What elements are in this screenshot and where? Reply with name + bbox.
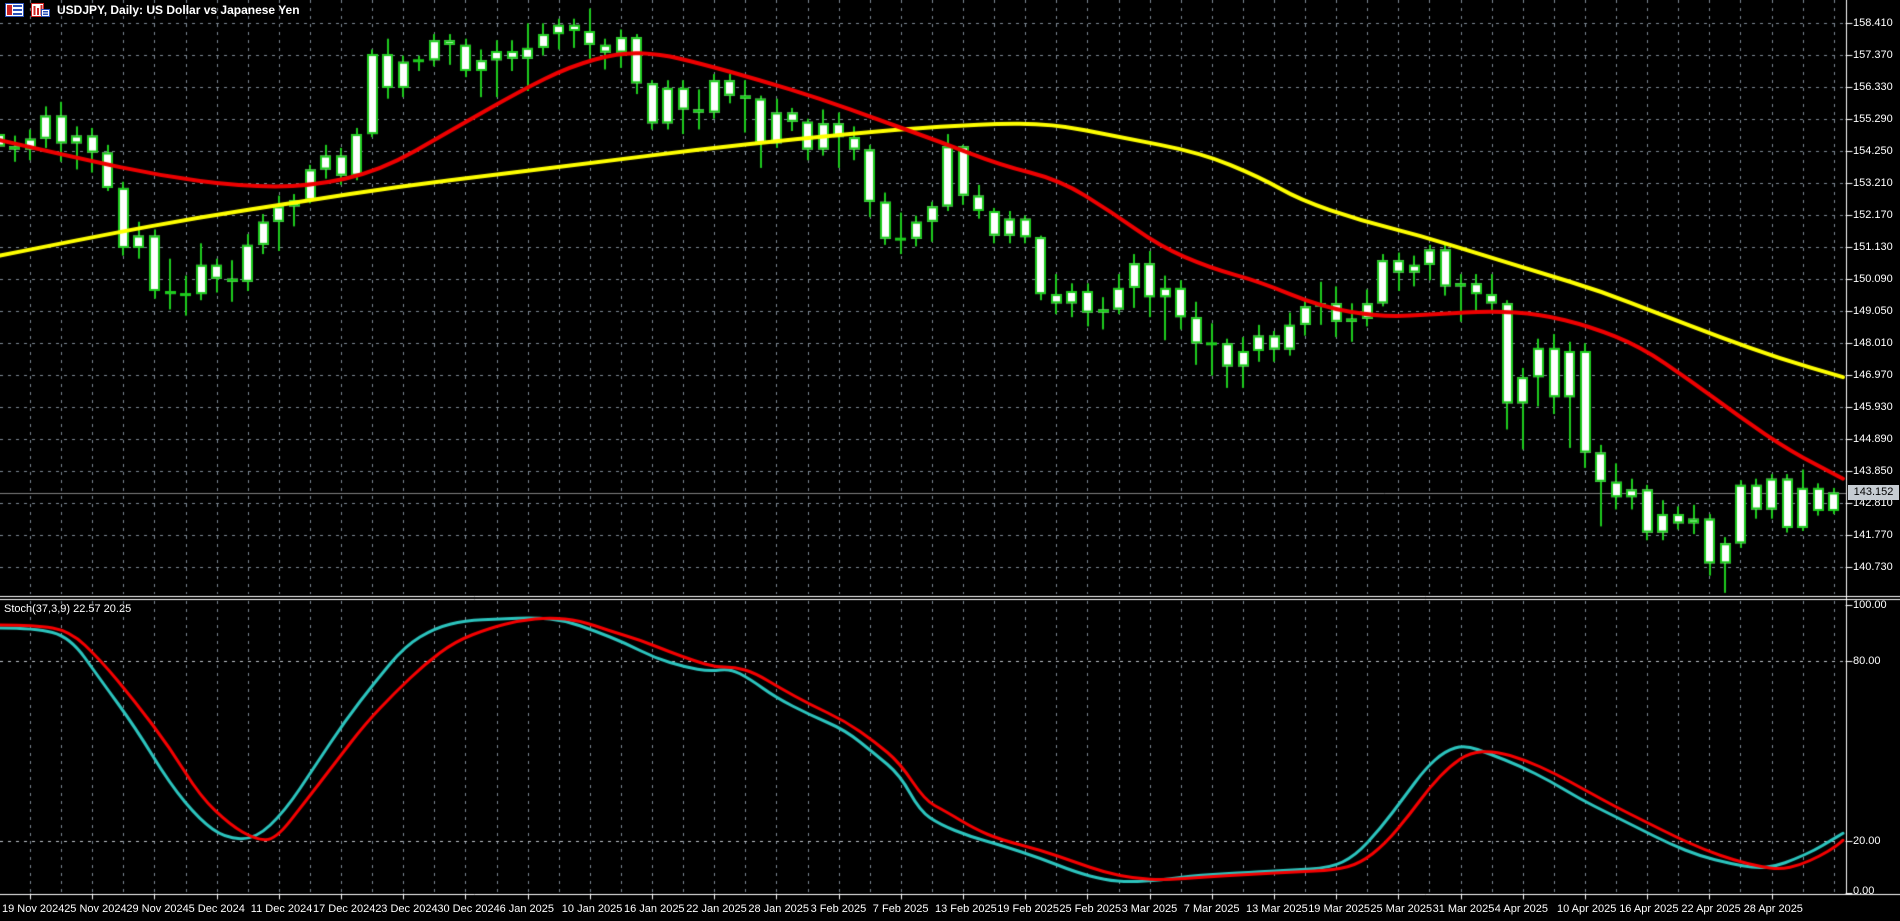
time-axis-label: 22 Jan 2025 — [686, 903, 747, 915]
price-axis-label: 150.090 — [1853, 273, 1893, 285]
price-axis-label: 153.210 — [1853, 177, 1893, 189]
time-axis-label: 11 Dec 2024 — [250, 903, 313, 915]
time-axis-label: 3 Mar 2025 — [1121, 903, 1178, 915]
time-axis-label: 3 Feb 2025 — [810, 903, 867, 915]
chart-title: USDJPY, Daily: US Dollar vs Japanese Yen — [57, 3, 300, 17]
time-axis-label: 25 Nov 2024 — [64, 903, 127, 915]
time-axis-label: 17 Dec 2024 — [313, 903, 376, 915]
time-axis-label: 28 Apr 2025 — [1743, 903, 1803, 915]
price-axis-label: 144.890 — [1853, 433, 1893, 445]
time-axis-label: 16 Jan 2025 — [624, 903, 685, 915]
time-axis-label: 19 Mar 2025 — [1308, 903, 1370, 915]
time-axis-label: 6 Jan 2025 — [499, 903, 555, 915]
price-axis-label: 142.810 — [1853, 497, 1893, 509]
time-axis-label: 19 Nov 2024 — [2, 903, 65, 915]
price-axis-label: 141.770 — [1853, 529, 1893, 541]
price-axis-label: 146.970 — [1853, 369, 1893, 381]
time-axis-label: 7 Feb 2025 — [872, 903, 929, 915]
time-axis-label: 28 Jan 2025 — [748, 903, 809, 915]
time-axis-label: 7 Mar 2025 — [1183, 903, 1240, 915]
price-axis-label: 157.370 — [1853, 49, 1893, 61]
chart-list-icon[interactable] — [5, 3, 24, 17]
time-axis-label: 29 Nov 2024 — [126, 903, 189, 915]
time-axis-label: 30 Dec 2024 — [437, 903, 500, 915]
stochastic-indicator-label: Stoch(37,3,9) 22.57 20.25 — [4, 603, 132, 615]
price-axis-label: 154.250 — [1853, 145, 1893, 157]
stoch-axis-label: 20.00 — [1853, 835, 1881, 847]
time-axis-label: 22 Apr 2025 — [1681, 903, 1741, 915]
price-axis-label: 148.010 — [1853, 337, 1893, 349]
stoch-axis-label: 80.00 — [1853, 655, 1881, 667]
price-axis-label: 145.930 — [1853, 401, 1893, 413]
time-axis-label: 19 Feb 2025 — [997, 903, 1059, 915]
time-axis-label: 10 Apr 2025 — [1557, 903, 1617, 915]
time-axis-label: 10 Jan 2025 — [561, 903, 623, 915]
price-axis-label: 152.170 — [1853, 209, 1893, 221]
price-axis-label: 140.730 — [1853, 561, 1893, 573]
price-axis-label: 156.330 — [1853, 81, 1893, 93]
price-axis-label: 151.130 — [1853, 241, 1893, 253]
bid-price-badge: 143.152 — [1848, 485, 1899, 500]
chart-titlebar: USDJPY, Daily: US Dollar vs Japanese Yen — [5, 3, 300, 17]
time-axis-label: 5 Dec 2024 — [188, 903, 245, 915]
time-axis-label: 13 Feb 2025 — [935, 903, 997, 915]
price-axis-label: 158.410 — [1853, 17, 1893, 29]
time-axis-label: 4 Apr 2025 — [1494, 903, 1549, 915]
price-axis-label: 143.850 — [1853, 465, 1893, 477]
time-axis-label: 16 Apr 2025 — [1619, 903, 1679, 915]
time-axis-label: 13 Mar 2025 — [1246, 903, 1308, 915]
time-axis-label: 31 Mar 2025 — [1432, 903, 1495, 915]
price-axis-label: 155.290 — [1853, 113, 1893, 125]
stoch-axis-label: 100.00 — [1853, 599, 1887, 611]
time-axis-label: 25 Mar 2025 — [1370, 903, 1433, 915]
chart-window-icon[interactable] — [31, 3, 50, 17]
stoch-axis-label: 0.00 — [1853, 885, 1875, 897]
price-axis-label: 149.050 — [1853, 305, 1893, 317]
time-axis-label: 23 Dec 2024 — [375, 903, 438, 915]
time-axis-label: 25 Feb 2025 — [1059, 903, 1122, 915]
